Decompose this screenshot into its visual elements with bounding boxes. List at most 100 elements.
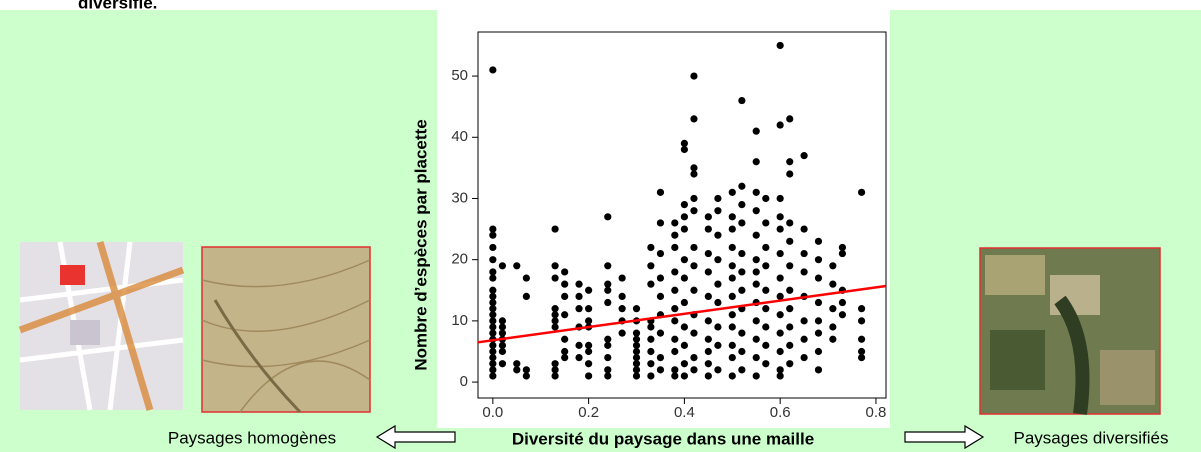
point [777,366,784,373]
point [690,244,697,251]
point [657,250,664,257]
x-tick-label: 0.0 [482,404,503,421]
point [671,372,678,379]
x-tick-label: 0.2 [578,404,599,421]
point [489,372,496,379]
map-thumbnail [20,242,183,410]
point [753,354,760,361]
point [738,268,745,275]
point [729,372,736,379]
point [671,348,678,355]
point [777,330,784,337]
point [714,323,721,330]
point [762,244,769,251]
point [705,213,712,220]
point [729,354,736,361]
point [551,262,558,269]
y-tick-label: 0 [460,373,468,390]
point [786,360,793,367]
y-axis-label: Nombre d’espèces par placette [411,119,430,370]
point [801,268,808,275]
point [762,195,769,202]
point [647,323,654,330]
point [738,287,745,294]
point [657,189,664,196]
point [681,201,688,208]
header-text: diversifié. [78,0,157,12]
point [551,225,558,232]
point [671,366,678,373]
point [681,372,688,379]
point [681,299,688,306]
point [561,336,568,343]
y-tick-label: 50 [451,67,468,84]
point [585,342,592,349]
point [714,342,721,349]
point [729,311,736,318]
point [738,348,745,355]
point [738,250,745,257]
y-tick-label: 30 [451,189,468,206]
point [839,311,846,318]
point [705,372,712,379]
point [619,293,626,300]
y-tick-label: 40 [451,128,468,145]
point [705,348,712,355]
point [604,336,611,343]
point [705,225,712,232]
point [729,262,736,269]
x-tick-label: 0.4 [674,404,695,421]
point [585,348,592,355]
topo-thumbnail [202,247,370,412]
point [729,274,736,281]
point [551,311,558,318]
point [647,336,654,343]
point [801,250,808,257]
point [690,164,697,171]
point [829,305,836,312]
y-tick-label: 10 [451,312,468,329]
point [633,348,640,355]
point [513,366,520,373]
point [604,354,611,361]
point [657,293,664,300]
figure: diversifié. Paysages homogènes Paysages … [0,0,1201,452]
point [714,232,721,239]
point [619,274,626,281]
point [604,213,611,220]
point [489,348,496,355]
point [690,72,697,79]
point [815,256,822,263]
point [762,305,769,312]
point [489,354,496,361]
point [647,262,654,269]
point [690,330,697,337]
point [561,311,568,318]
point [753,207,760,214]
point [753,232,760,239]
point [561,348,568,355]
left-caption: Paysages homogènes [168,428,336,447]
point [690,207,697,214]
point [489,360,496,367]
point [489,244,496,251]
point [604,262,611,269]
point [499,348,506,355]
point [604,287,611,294]
point [489,232,496,239]
y-tick-label: 20 [451,251,468,268]
point [489,323,496,330]
point [489,66,496,73]
point [815,274,822,281]
point [604,281,611,288]
point [729,244,736,251]
aerial-thumbnail [980,248,1160,414]
point [489,342,496,349]
point [690,195,697,202]
point [753,372,760,379]
point [633,372,640,379]
point [633,330,640,337]
point [657,330,664,337]
point [815,348,822,355]
point [690,170,697,177]
